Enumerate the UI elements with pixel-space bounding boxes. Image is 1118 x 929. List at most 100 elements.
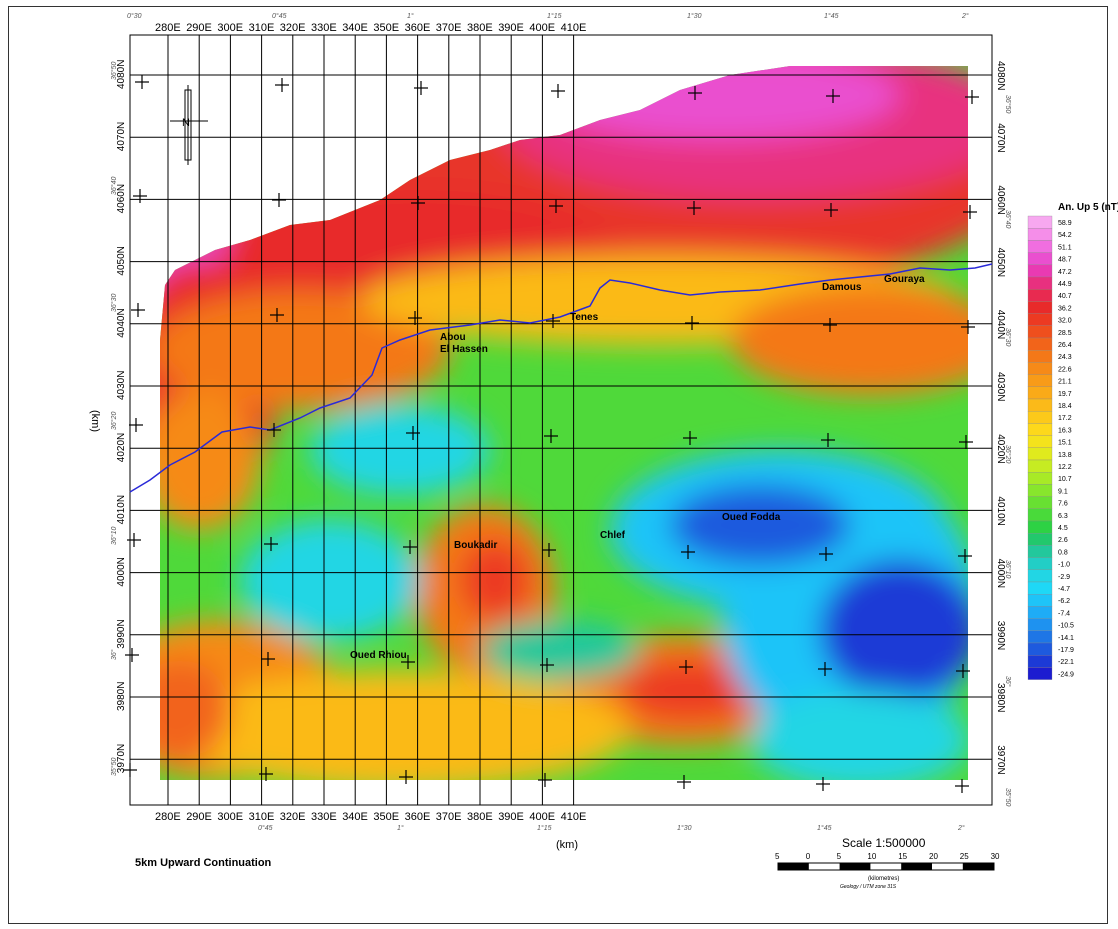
place-damous: Damous bbox=[822, 282, 862, 293]
legend-swatch bbox=[1027, 569, 1053, 583]
graticule-cross-icon bbox=[549, 199, 563, 213]
legend-swatch bbox=[1027, 655, 1053, 668]
y-tick-label-right: 4030N bbox=[995, 372, 1006, 401]
graticule-cross-icon bbox=[688, 86, 702, 100]
x-tick-label: 310E bbox=[249, 22, 275, 34]
graticule-cross-icon bbox=[414, 81, 428, 95]
legend-swatch bbox=[1027, 374, 1053, 387]
graticule-cross-icon bbox=[129, 418, 143, 432]
x-tick-label: 280E bbox=[155, 811, 181, 823]
legend-swatch bbox=[1027, 289, 1053, 302]
place-boukadir: Boukadir bbox=[454, 540, 497, 551]
legend-value: -4.7 bbox=[1058, 586, 1070, 593]
y-tick-label-right: 4040N bbox=[995, 310, 1006, 339]
place-abou: Abou bbox=[440, 332, 466, 343]
legend-value: 10.7 bbox=[1058, 476, 1072, 483]
geo-label-left: 36°10 bbox=[110, 527, 118, 545]
legend-swatch bbox=[1027, 606, 1053, 619]
x-tick-label: 280E bbox=[155, 22, 181, 34]
y-tick-label-left: 3970N bbox=[116, 744, 127, 773]
y-tick-label-right: 3980N bbox=[995, 683, 1006, 712]
legend-swatch bbox=[1027, 423, 1053, 436]
y-tick-label-right: 3970N bbox=[995, 745, 1006, 774]
graticule-cross-icon bbox=[123, 763, 137, 777]
x-tick-label: 330E bbox=[311, 811, 337, 823]
x-tick-label: 400E bbox=[529, 22, 555, 34]
y-tick-label-left: 4030N bbox=[116, 371, 127, 400]
graticule-cross-icon bbox=[681, 545, 695, 559]
graticule-cross-icon bbox=[259, 767, 273, 781]
x-ticks-bottom: 280E 290E 300E 310E 320E 330E 340E 350E 360E 370E… bbox=[155, 811, 586, 823]
legend-swatch bbox=[1027, 337, 1053, 351]
y-tick-label-right: 4000N bbox=[995, 559, 1006, 588]
graticule-cross-icon bbox=[546, 314, 560, 328]
scale-tick-label: 25 bbox=[960, 852, 969, 861]
place-el-hassen: El Hassen bbox=[440, 344, 488, 355]
y-tick-label-right: 4010N bbox=[995, 496, 1006, 525]
x-tick-label: 320E bbox=[280, 811, 306, 823]
scale-tick-label: 30 bbox=[991, 852, 1000, 861]
legend-swatch bbox=[1027, 411, 1053, 424]
geo-label-right: 36°40 bbox=[1004, 210, 1012, 228]
legend-swatch bbox=[1027, 533, 1053, 546]
geo-label-bottom: 1°45 bbox=[817, 824, 832, 832]
graticule-cross-icon bbox=[959, 435, 973, 449]
graticule-cross-icon bbox=[261, 652, 275, 666]
graticule-cross-icon bbox=[677, 775, 691, 789]
colorbar-legend: An. Up 5 (nT) 58.9 54.2 51.1 48.7 47.2 44.9 40… bbox=[1027, 202, 1118, 680]
graticule-cross-icon bbox=[399, 770, 413, 784]
legend-swatch bbox=[1027, 545, 1053, 558]
graticule-cross-icon bbox=[406, 426, 420, 440]
graticule-cross-icon bbox=[544, 429, 558, 443]
legend-value: -10.5 bbox=[1058, 623, 1074, 630]
graticule-cross-icon bbox=[542, 543, 556, 557]
geo-label-bottom: 1° bbox=[397, 824, 404, 832]
legend-swatch bbox=[1027, 642, 1053, 656]
legend-value: 4.5 bbox=[1058, 525, 1068, 532]
graticule-cross-icon bbox=[538, 773, 552, 787]
scale-tick-label: 5 bbox=[837, 852, 842, 861]
place-labels: Damous Gouraya Tenes Abou El Hassen Oued… bbox=[350, 274, 925, 661]
legend-title: An. Up 5 (nT) bbox=[1058, 202, 1118, 213]
legend-value: 44.9 bbox=[1058, 281, 1072, 288]
graticule-cross-icon bbox=[401, 655, 415, 669]
legend-swatch bbox=[1027, 484, 1053, 497]
legend-swatch bbox=[1027, 447, 1053, 461]
graticule-cross-icon bbox=[818, 662, 832, 676]
legend-swatch bbox=[1027, 520, 1053, 534]
legend-value: 19.7 bbox=[1058, 391, 1072, 398]
legend-swatch bbox=[1027, 240, 1053, 253]
y-tick-label-left: 4020N bbox=[116, 433, 127, 462]
legend-swatch bbox=[1027, 618, 1053, 631]
legend-value: 24.3 bbox=[1058, 354, 1072, 361]
x-tick-label: 330E bbox=[311, 22, 337, 34]
legend-swatch bbox=[1027, 667, 1053, 680]
geo-label-bottom: 2° bbox=[957, 824, 965, 832]
graticule-cross-icon bbox=[958, 549, 972, 563]
legend-value: 32.0 bbox=[1058, 318, 1072, 325]
geo-label-right: 36°50 bbox=[1004, 95, 1012, 113]
legend-swatch bbox=[1027, 508, 1053, 522]
y-tick-label-left: 4050N bbox=[116, 246, 127, 275]
x-tick-label: 350E bbox=[373, 22, 399, 34]
x-tick-label: 350E bbox=[373, 811, 399, 823]
legend-value: 51.1 bbox=[1058, 244, 1072, 251]
legend-value: 22.6 bbox=[1058, 366, 1072, 373]
legend-swatch bbox=[1027, 398, 1053, 412]
legend-swatch bbox=[1027, 264, 1053, 278]
place-tenes: Tenes bbox=[570, 312, 599, 323]
legend-value: 18.4 bbox=[1058, 403, 1072, 410]
graticule-cross-icon bbox=[679, 660, 693, 674]
y-tick-label-right: 4070N bbox=[995, 123, 1006, 152]
scale-caption: Geology / UTM zone 31S bbox=[840, 884, 897, 890]
graticule-cross-icon bbox=[551, 84, 565, 98]
graticule-cross-icon bbox=[819, 547, 833, 561]
scale-title: Scale 1:500000 bbox=[842, 836, 926, 850]
graticule-cross-icon bbox=[411, 196, 425, 210]
x-tick-label: 320E bbox=[280, 22, 306, 34]
geo-label-top: 0°45 bbox=[272, 12, 287, 20]
y-tick-label-right: 4080N bbox=[995, 61, 1006, 90]
legend-value: 58.9 bbox=[1058, 220, 1072, 227]
north-arrow-icon: N bbox=[170, 85, 208, 165]
